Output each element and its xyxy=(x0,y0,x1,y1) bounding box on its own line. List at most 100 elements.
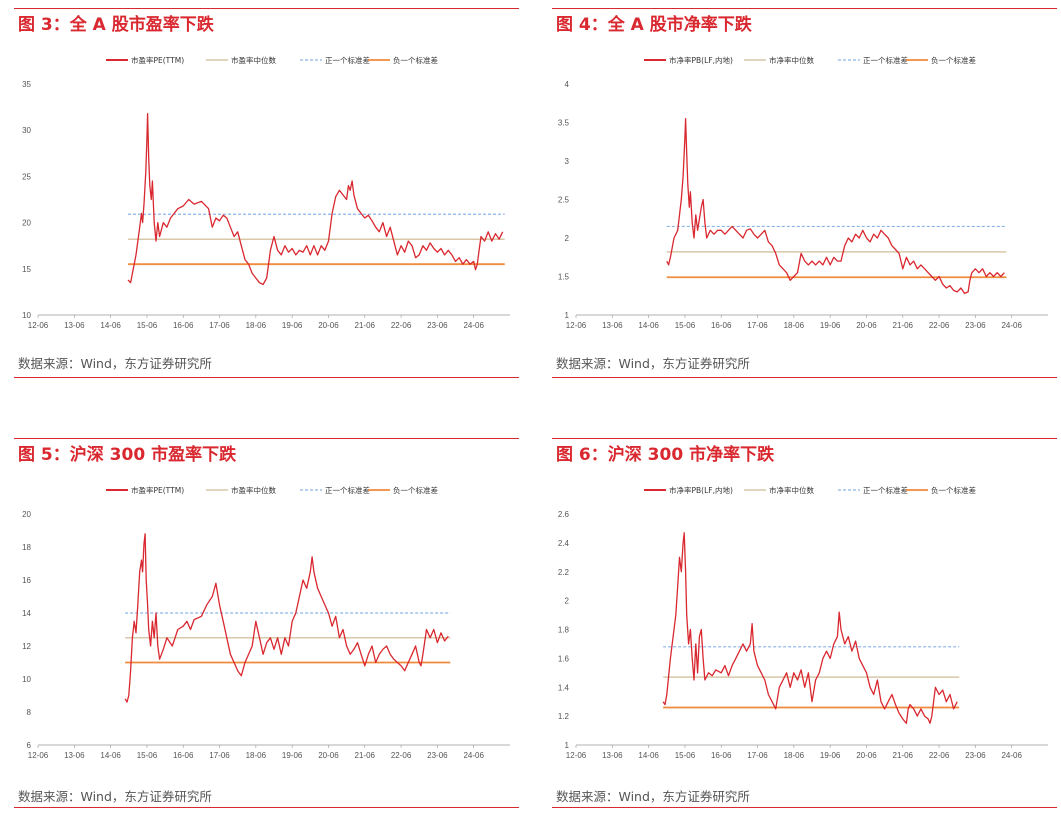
x-tick-label: 16-06 xyxy=(711,751,732,760)
x-tick-label: 16-06 xyxy=(173,751,194,760)
panel-bottom-rule xyxy=(552,807,1057,808)
line-chart: 市盈率PE(TTM) 市盈率中位数 正一个标准差 负一个标准差 6 8 10 12 14 16 18… xyxy=(22,485,510,760)
x-tick-label: 23-06 xyxy=(965,321,986,330)
x-tick-label: 13-06 xyxy=(64,751,85,760)
x-tick-label: 20-06 xyxy=(318,321,339,330)
y-tick-label: 20 xyxy=(22,219,31,228)
y-tick-label: 2.4 xyxy=(558,539,570,548)
x-tick-label: 22-06 xyxy=(391,321,412,330)
x-tick-label: 24-06 xyxy=(1001,751,1022,760)
y-tick-label: 1 xyxy=(565,741,570,750)
chart-panel-pb-all-a: 图 4：全 A 股市净率下跌 市净率PB(LF,内地) 市净率中位数 正一个标准差 负… xyxy=(552,8,1057,380)
x-tick-label: 17-06 xyxy=(747,751,768,760)
legend-label: 市净率PB(LF,内地) xyxy=(669,485,733,495)
y-tick-label: 18 xyxy=(22,543,31,552)
x-tick-label: 14-06 xyxy=(100,751,121,760)
x-tick-label: 23-06 xyxy=(427,751,448,760)
x-tick-label: 24-06 xyxy=(1001,321,1022,330)
x-tick-label: 19-06 xyxy=(282,751,303,760)
x-tick-label: 12-06 xyxy=(28,751,49,760)
legend-label: 负一个标准差 xyxy=(931,485,976,495)
line-chart: 市净率PB(LF,内地) 市净率中位数 正一个标准差 负一个标准差 1 1.5 2 2.5 3 3… xyxy=(558,55,1048,330)
x-tick-label: 21-06 xyxy=(893,751,914,760)
panel-top-rule xyxy=(552,8,1057,9)
legend: 市盈率PE(TTM) 市盈率中位数 正一个标准差 负一个标准差 xyxy=(106,55,438,65)
series-line xyxy=(124,533,449,703)
y-tick-label: 1.5 xyxy=(558,273,570,282)
chart-title: 图 3：全 A 股市盈率下跌 xyxy=(18,15,214,35)
legend-label: 负一个标准差 xyxy=(931,55,976,65)
x-tick-label: 16-06 xyxy=(173,321,194,330)
x-tick-label: 21-06 xyxy=(355,321,376,330)
y-tick-label: 1.6 xyxy=(558,654,570,663)
x-tick-label: 22-06 xyxy=(391,751,412,760)
legend-label: 正一个标准差 xyxy=(863,485,908,495)
y-tick-label: 8 xyxy=(27,708,32,717)
x-tick-label: 20-06 xyxy=(856,321,877,330)
x-tick-label: 24-06 xyxy=(463,751,484,760)
legend-label: 正一个标准差 xyxy=(325,485,370,495)
legend-label: 负一个标准差 xyxy=(393,485,438,495)
x-tick-label: 12-06 xyxy=(566,751,587,760)
legend: 市净率PB(LF,内地) 市净率中位数 正一个标准差 负一个标准差 xyxy=(644,485,976,495)
x-tick-label: 12-06 xyxy=(566,321,587,330)
legend-label: 负一个标准差 xyxy=(393,55,438,65)
y-tick-label: 2 xyxy=(565,234,570,243)
legend-label: 市盈率PE(TTM) xyxy=(131,55,184,65)
y-tick-label: 1.8 xyxy=(558,626,570,635)
x-tick-label: 21-06 xyxy=(355,751,376,760)
y-tick-label: 10 xyxy=(22,675,31,684)
x-tick-label: 13-06 xyxy=(602,751,623,760)
x-tick-label: 17-06 xyxy=(209,751,230,760)
x-tick-label: 23-06 xyxy=(427,321,448,330)
x-tick-label: 18-06 xyxy=(784,751,805,760)
y-tick-label: 2.2 xyxy=(558,568,570,577)
legend-label: 市盈率中位数 xyxy=(231,55,276,65)
x-tick-label: 14-06 xyxy=(638,751,659,760)
y-tick-label: 20 xyxy=(22,510,31,519)
x-tick-label: 16-06 xyxy=(711,321,732,330)
chart-source: 数据来源：Wind，东方证券研究所 xyxy=(556,789,750,804)
y-tick-label: 6 xyxy=(27,741,32,750)
x-tick-label: 24-06 xyxy=(463,321,484,330)
y-tick-label: 2 xyxy=(565,597,570,606)
y-tick-label: 1.2 xyxy=(558,712,570,721)
legend: 市盈率PE(TTM) 市盈率中位数 正一个标准差 负一个标准差 xyxy=(106,485,438,495)
x-tick-label: 18-06 xyxy=(246,321,267,330)
panel-bottom-rule xyxy=(14,377,519,378)
chart-source: 数据来源：Wind，东方证券研究所 xyxy=(18,356,212,371)
chart-panel-pe-csi300: 图 5：沪深 300 市盈率下跌 市盈率PE(TTM) 市盈率中位数 正一个标准差 负… xyxy=(14,438,519,810)
y-tick-label: 1 xyxy=(565,311,570,320)
line-chart: 市净率PB(LF,内地) 市净率中位数 正一个标准差 负一个标准差 1 1.2 1.4 1.6… xyxy=(558,485,1048,760)
legend-label: 正一个标准差 xyxy=(325,55,370,65)
legend: 市净率PB(LF,内地) 市净率中位数 正一个标准差 负一个标准差 xyxy=(644,55,976,65)
y-tick-label: 4 xyxy=(565,80,570,89)
y-tick-label: 10 xyxy=(22,311,31,320)
x-tick-label: 13-06 xyxy=(602,321,623,330)
x-tick-label: 12-06 xyxy=(28,321,49,330)
chart-title: 图 4：全 A 股市净率下跌 xyxy=(556,15,752,35)
legend-label: 市净率PB(LF,内地) xyxy=(669,55,733,65)
line-chart: 市盈率PE(TTM) 市盈率中位数 正一个标准差 负一个标准差 10 15 20 25 30 35… xyxy=(22,55,510,330)
chart-source: 数据来源：Wind，东方证券研究所 xyxy=(556,356,750,371)
x-tick-label: 19-06 xyxy=(820,321,841,330)
x-tick-label: 17-06 xyxy=(209,321,230,330)
x-tick-label: 15-06 xyxy=(137,321,158,330)
y-tick-label: 14 xyxy=(22,609,31,618)
y-tick-label: 3 xyxy=(565,157,570,166)
chart-title: 图 6：沪深 300 市净率下跌 xyxy=(556,445,775,465)
y-tick-label: 12 xyxy=(22,642,31,651)
x-tick-label: 21-06 xyxy=(893,321,914,330)
x-tick-label: 19-06 xyxy=(282,321,303,330)
x-tick-label: 18-06 xyxy=(784,321,805,330)
y-tick-label: 30 xyxy=(22,126,31,135)
chart-source: 数据来源：Wind，东方证券研究所 xyxy=(18,789,212,804)
series-line xyxy=(127,112,504,286)
x-tick-label: 17-06 xyxy=(747,321,768,330)
panel-bottom-rule xyxy=(14,807,519,808)
legend-label: 市净率中位数 xyxy=(769,55,814,65)
panel-bottom-rule xyxy=(552,377,1057,378)
legend-label: 市净率中位数 xyxy=(769,485,814,495)
legend-label: 正一个标准差 xyxy=(863,55,908,65)
chart-panel-pb-csi300: 图 6：沪深 300 市净率下跌 市净率PB(LF,内地) 市净率中位数 正一个标准… xyxy=(552,438,1057,810)
